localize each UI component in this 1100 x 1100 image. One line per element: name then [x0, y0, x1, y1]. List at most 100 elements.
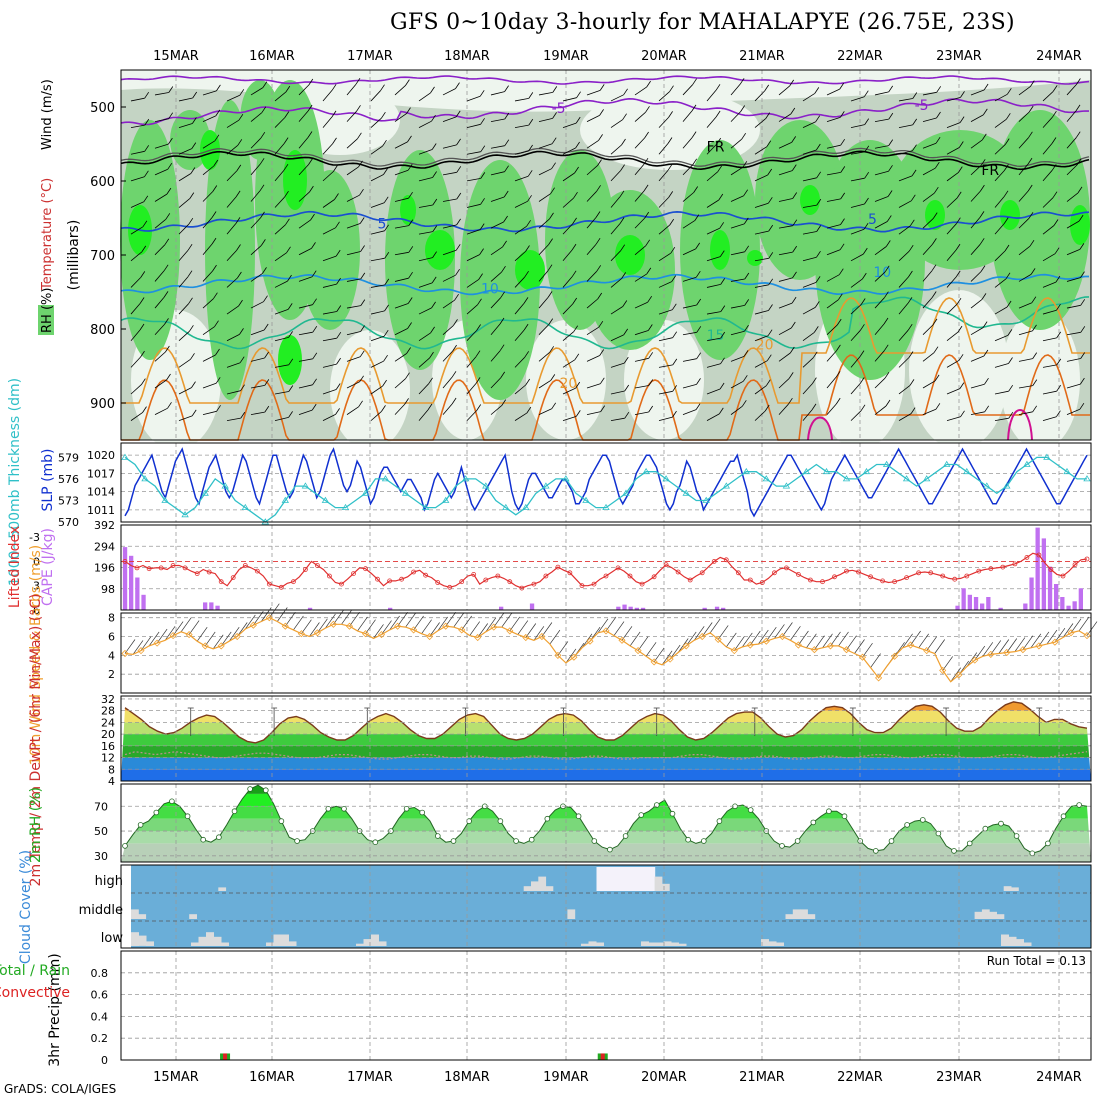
date-label-top: 19MAR — [543, 49, 589, 64]
wind-barb — [706, 337, 721, 342]
wind-barb-flag — [1006, 300, 1012, 308]
rh-marker — [841, 813, 848, 819]
cape-bar — [721, 607, 726, 610]
wind-barb — [682, 358, 697, 362]
wind-barb — [346, 111, 357, 122]
wind-barb-flag — [524, 270, 529, 278]
wind-barb-flag — [357, 132, 362, 140]
wind-speed-marker — [265, 614, 273, 622]
wind-barb-flag — [669, 85, 674, 92]
wind-barb — [154, 297, 165, 309]
wind-barb-flag — [309, 185, 314, 193]
wind-barb-flag — [213, 292, 218, 299]
wind-speed-marker — [955, 671, 963, 679]
wind-barb — [274, 196, 285, 208]
wind-barb-flag — [790, 321, 796, 329]
wind-barb-flag — [527, 170, 533, 177]
wind-barb-flag — [719, 222, 725, 229]
wind-barb-flag — [355, 77, 361, 85]
wind-barb-flag — [1052, 191, 1058, 198]
wind-barb — [634, 330, 649, 336]
rh-marker — [904, 822, 910, 828]
wind-barb — [802, 256, 817, 262]
cloud-low-bar — [588, 941, 597, 946]
wind-speed-marker — [201, 642, 209, 650]
wind-barb-flag — [694, 214, 700, 221]
wind-barb-flag — [455, 268, 460, 276]
wind-barb-flag — [621, 138, 626, 146]
wind-barb-flag — [404, 398, 409, 405]
thickness-marker — [662, 475, 670, 482]
wind-barb — [269, 603, 280, 618]
cloud-middle-bar — [785, 914, 794, 919]
wind-speed-marker — [1019, 646, 1027, 654]
wind-barb-flag — [576, 91, 581, 98]
wind-barb-flag — [934, 161, 940, 169]
wind-speed-marker — [842, 646, 851, 654]
thickness-tick-label: 576 — [58, 473, 79, 486]
wind-legend-label: Wind (m/s) — [40, 79, 55, 150]
wind-barb — [970, 89, 985, 96]
wind-barb — [490, 145, 505, 149]
wind-barb-flag — [407, 322, 412, 329]
thickness-marker — [602, 503, 610, 510]
thickness-marker — [622, 489, 630, 496]
date-label-bottom: 20MAR — [641, 1070, 687, 1085]
rh-marker — [810, 819, 817, 826]
wind-barb — [970, 271, 982, 282]
wind-barb-flag — [1032, 352, 1038, 359]
wind-barb-flag — [311, 403, 317, 411]
thickness-marker — [983, 482, 991, 489]
wind-barb-flag — [791, 296, 797, 304]
wind-barb — [1086, 621, 1098, 636]
thickness-marker — [822, 467, 831, 475]
wind-barb — [682, 409, 697, 416]
wind-barb — [982, 642, 994, 657]
wind-barb-flag — [384, 251, 390, 259]
wind-barb-flag — [336, 305, 342, 312]
wind-barb-flag — [550, 374, 556, 381]
rh-marker — [951, 848, 957, 854]
thickness-marker — [341, 503, 350, 510]
wind-barb-flag — [1032, 379, 1038, 386]
wind-barb — [130, 176, 145, 182]
cloud-low-bar — [641, 941, 649, 946]
wind-barb-flag — [308, 78, 314, 86]
wind-barb — [754, 257, 769, 262]
thickness-marker — [361, 489, 370, 496]
wind-barb-flag — [768, 252, 774, 259]
wind-speed-marker — [971, 656, 979, 664]
wind-barb — [730, 405, 743, 415]
wind-barb — [188, 620, 200, 635]
wind-barb — [469, 621, 480, 636]
lifted-index-marker — [687, 577, 693, 583]
wind-barb — [250, 411, 265, 416]
wind-barb — [226, 144, 239, 155]
wind-barb-flag — [263, 295, 268, 302]
wind-barb-flag — [211, 237, 217, 245]
wind-barb-flag — [360, 245, 365, 252]
pressure-tick-label: 800 — [90, 323, 115, 338]
wind-barb-flag — [239, 89, 245, 96]
wind-barb-flag — [1056, 358, 1062, 366]
thickness-tick-label: 579 — [58, 451, 79, 464]
wind-barb — [220, 631, 232, 647]
wind-barb-flag — [696, 298, 702, 306]
precip-tick-label: 0 — [101, 1054, 108, 1067]
wind-barb — [874, 271, 886, 282]
cloud-high-bar — [538, 876, 547, 891]
wind-barb-flag — [1056, 331, 1062, 339]
lifted-index-marker — [507, 579, 513, 585]
wind-barb-flag — [407, 163, 413, 171]
wind-barb — [562, 147, 576, 155]
wind-barb — [418, 149, 433, 155]
wind-barb — [850, 96, 865, 102]
rh-marker — [1045, 840, 1051, 847]
temp-line — [124, 701, 1088, 744]
slp-tick-label: 1020 — [87, 449, 115, 462]
wind-barb-flag — [1028, 131, 1033, 139]
wind-barb — [418, 120, 432, 128]
wind-barb — [778, 378, 790, 389]
wind-barb — [490, 405, 502, 415]
wind-barb — [322, 116, 333, 128]
